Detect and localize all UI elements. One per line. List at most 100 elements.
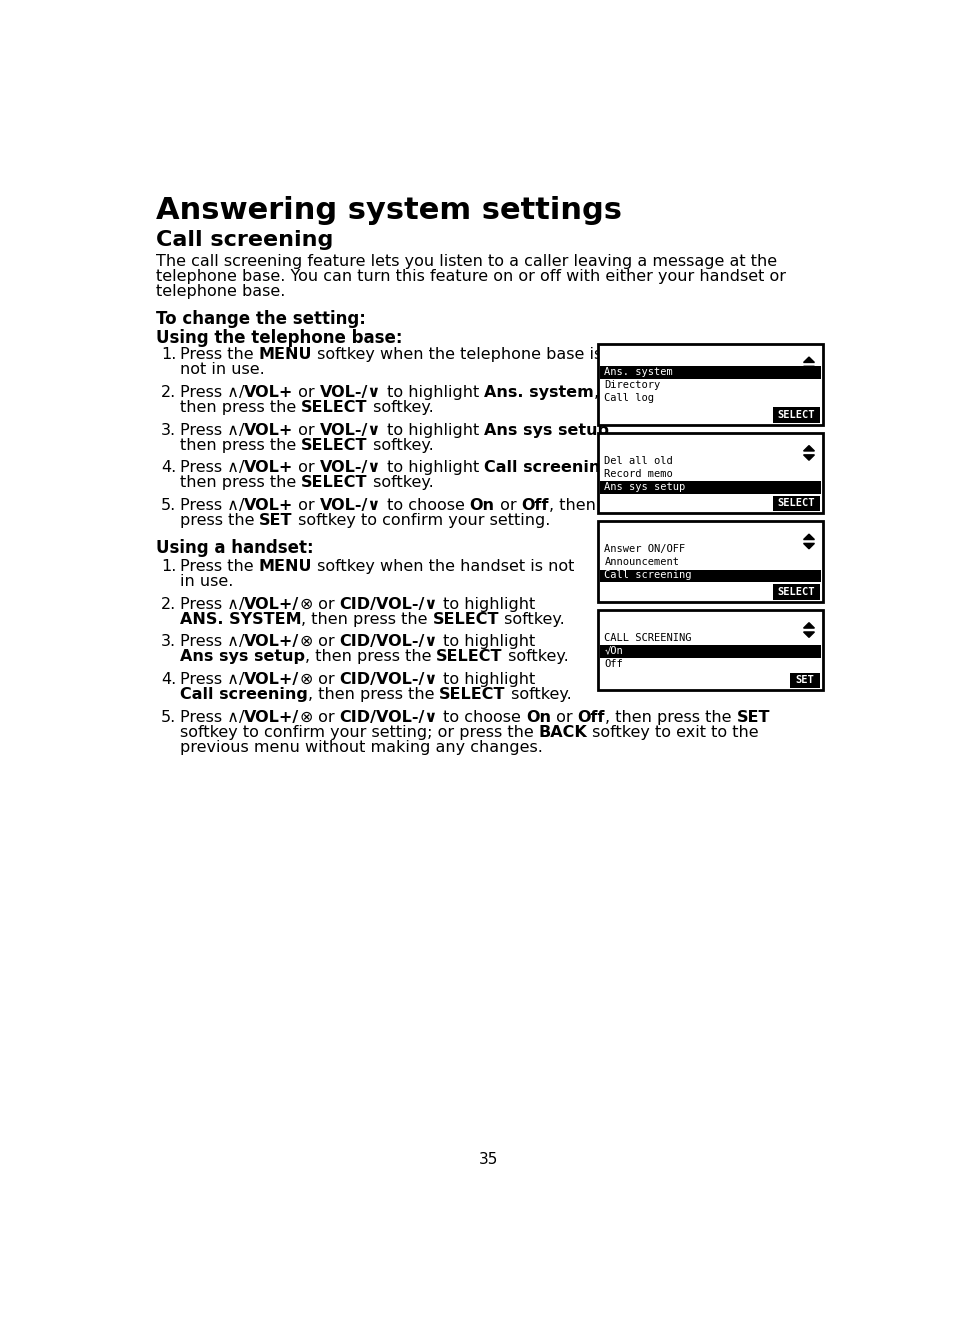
Text: ,: , (611, 460, 617, 476)
Text: 1.: 1. (161, 558, 176, 573)
Text: softkey to confirm your setting; or press the: softkey to confirm your setting; or pres… (179, 724, 538, 740)
Text: Directory: Directory (604, 381, 660, 390)
Text: or: or (313, 709, 339, 724)
Text: CID/VOL-/∨: CID/VOL-/∨ (339, 672, 437, 687)
Text: SELECT: SELECT (301, 476, 367, 490)
Text: softkey.: softkey. (367, 476, 433, 490)
Text: to choose: to choose (381, 498, 469, 513)
Text: or: or (313, 672, 339, 687)
Text: 2.: 2. (161, 385, 176, 399)
Text: SELECT: SELECT (438, 687, 505, 701)
Text: 5.: 5. (161, 498, 176, 513)
Text: BACK: BACK (538, 724, 587, 740)
Text: Ans. system: Ans. system (604, 367, 673, 377)
Text: 5.: 5. (161, 709, 176, 724)
Text: Press ∧/: Press ∧/ (179, 672, 244, 687)
Text: 3.: 3. (161, 422, 176, 437)
Text: CID/VOL-/∨: CID/VOL-/∨ (339, 635, 437, 649)
Text: not in use.: not in use. (179, 362, 264, 377)
Text: MENU: MENU (258, 558, 312, 573)
Text: 4.: 4. (161, 672, 176, 687)
Text: Off: Off (520, 498, 548, 513)
Text: SELECT: SELECT (436, 649, 502, 664)
Text: VOL+/: VOL+/ (244, 672, 299, 687)
Text: to highlight: to highlight (437, 597, 535, 612)
Text: SELECT: SELECT (777, 587, 815, 597)
Text: telephone base.: telephone base. (156, 285, 286, 299)
Text: , then press the: , then press the (307, 687, 438, 701)
Bar (790, 673, 819, 688)
Polygon shape (802, 357, 814, 362)
Text: VOL-/∨: VOL-/∨ (320, 498, 381, 513)
Polygon shape (802, 623, 814, 628)
Text: ⊗: ⊗ (299, 597, 313, 612)
Bar (773, 496, 819, 512)
Text: or: or (294, 460, 320, 476)
Text: Off: Off (604, 659, 622, 669)
Text: softkey when the handset is not: softkey when the handset is not (312, 558, 574, 573)
Bar (599, 569, 821, 582)
Text: Press the: Press the (179, 558, 258, 573)
Polygon shape (802, 534, 814, 540)
Bar (598, 609, 822, 691)
Text: or: or (294, 385, 320, 399)
Text: SET: SET (795, 676, 814, 685)
Text: softkey.: softkey. (367, 437, 433, 453)
Bar (773, 407, 819, 422)
Bar (599, 645, 821, 657)
Polygon shape (802, 544, 814, 549)
Text: to choose: to choose (437, 709, 525, 724)
Bar (598, 433, 822, 513)
Text: CID/VOL-/∨: CID/VOL-/∨ (339, 709, 437, 724)
Text: 4.: 4. (161, 460, 176, 476)
Text: On: On (525, 709, 550, 724)
Text: previous menu without making any changes.: previous menu without making any changes… (179, 740, 542, 755)
Text: Record memo: Record memo (604, 469, 673, 478)
Polygon shape (802, 632, 814, 637)
Text: to highlight: to highlight (381, 422, 483, 437)
Text: √On: √On (604, 645, 622, 656)
Bar (773, 584, 819, 600)
Bar (598, 343, 822, 425)
Text: 35: 35 (478, 1153, 498, 1168)
Text: or: or (313, 635, 339, 649)
Text: Del all old: Del all old (604, 456, 673, 466)
Text: VOL+/: VOL+/ (244, 709, 299, 724)
Text: Ans sys setup: Ans sys setup (179, 649, 304, 664)
Text: MENU: MENU (258, 347, 312, 362)
Text: , then press the: , then press the (301, 612, 433, 627)
Text: softkey.: softkey. (367, 399, 433, 414)
Text: SELECT: SELECT (777, 410, 815, 420)
Text: ,: , (608, 422, 614, 437)
Text: CALL SCREENING: CALL SCREENING (604, 633, 691, 643)
Text: Call screening: Call screening (483, 460, 611, 476)
Text: softkey to confirm your setting.: softkey to confirm your setting. (293, 513, 550, 528)
Text: press the: press the (179, 513, 259, 528)
Polygon shape (802, 446, 814, 452)
Text: softkey.: softkey. (502, 649, 568, 664)
Text: softkey when the telephone base is: softkey when the telephone base is (312, 347, 601, 362)
Text: 1.: 1. (161, 347, 176, 362)
Bar (598, 521, 822, 603)
Text: 3.: 3. (161, 635, 176, 649)
Text: Press ∧/: Press ∧/ (179, 498, 244, 513)
Text: Ans sys setup: Ans sys setup (483, 422, 608, 437)
Text: SET: SET (736, 709, 769, 724)
Text: or: or (550, 709, 577, 724)
Text: VOL+: VOL+ (244, 422, 294, 437)
Text: SELECT: SELECT (301, 437, 367, 453)
Text: VOL+/: VOL+/ (244, 635, 299, 649)
Text: in use.: in use. (179, 573, 233, 589)
Text: or: or (294, 498, 320, 513)
Text: or: or (294, 422, 320, 437)
Text: or: or (313, 597, 339, 612)
Text: to highlight: to highlight (437, 672, 535, 687)
Text: or: or (494, 498, 520, 513)
Text: The call screening feature lets you listen to a caller leaving a message at the: The call screening feature lets you list… (156, 254, 777, 270)
Text: Ans sys setup: Ans sys setup (604, 482, 685, 492)
Text: Call screening: Call screening (604, 570, 691, 580)
Text: CID/VOL-/∨: CID/VOL-/∨ (339, 597, 437, 612)
Text: Press ∧/: Press ∧/ (179, 422, 244, 437)
Text: ,: , (593, 385, 598, 399)
Text: then press the: then press the (179, 399, 301, 414)
